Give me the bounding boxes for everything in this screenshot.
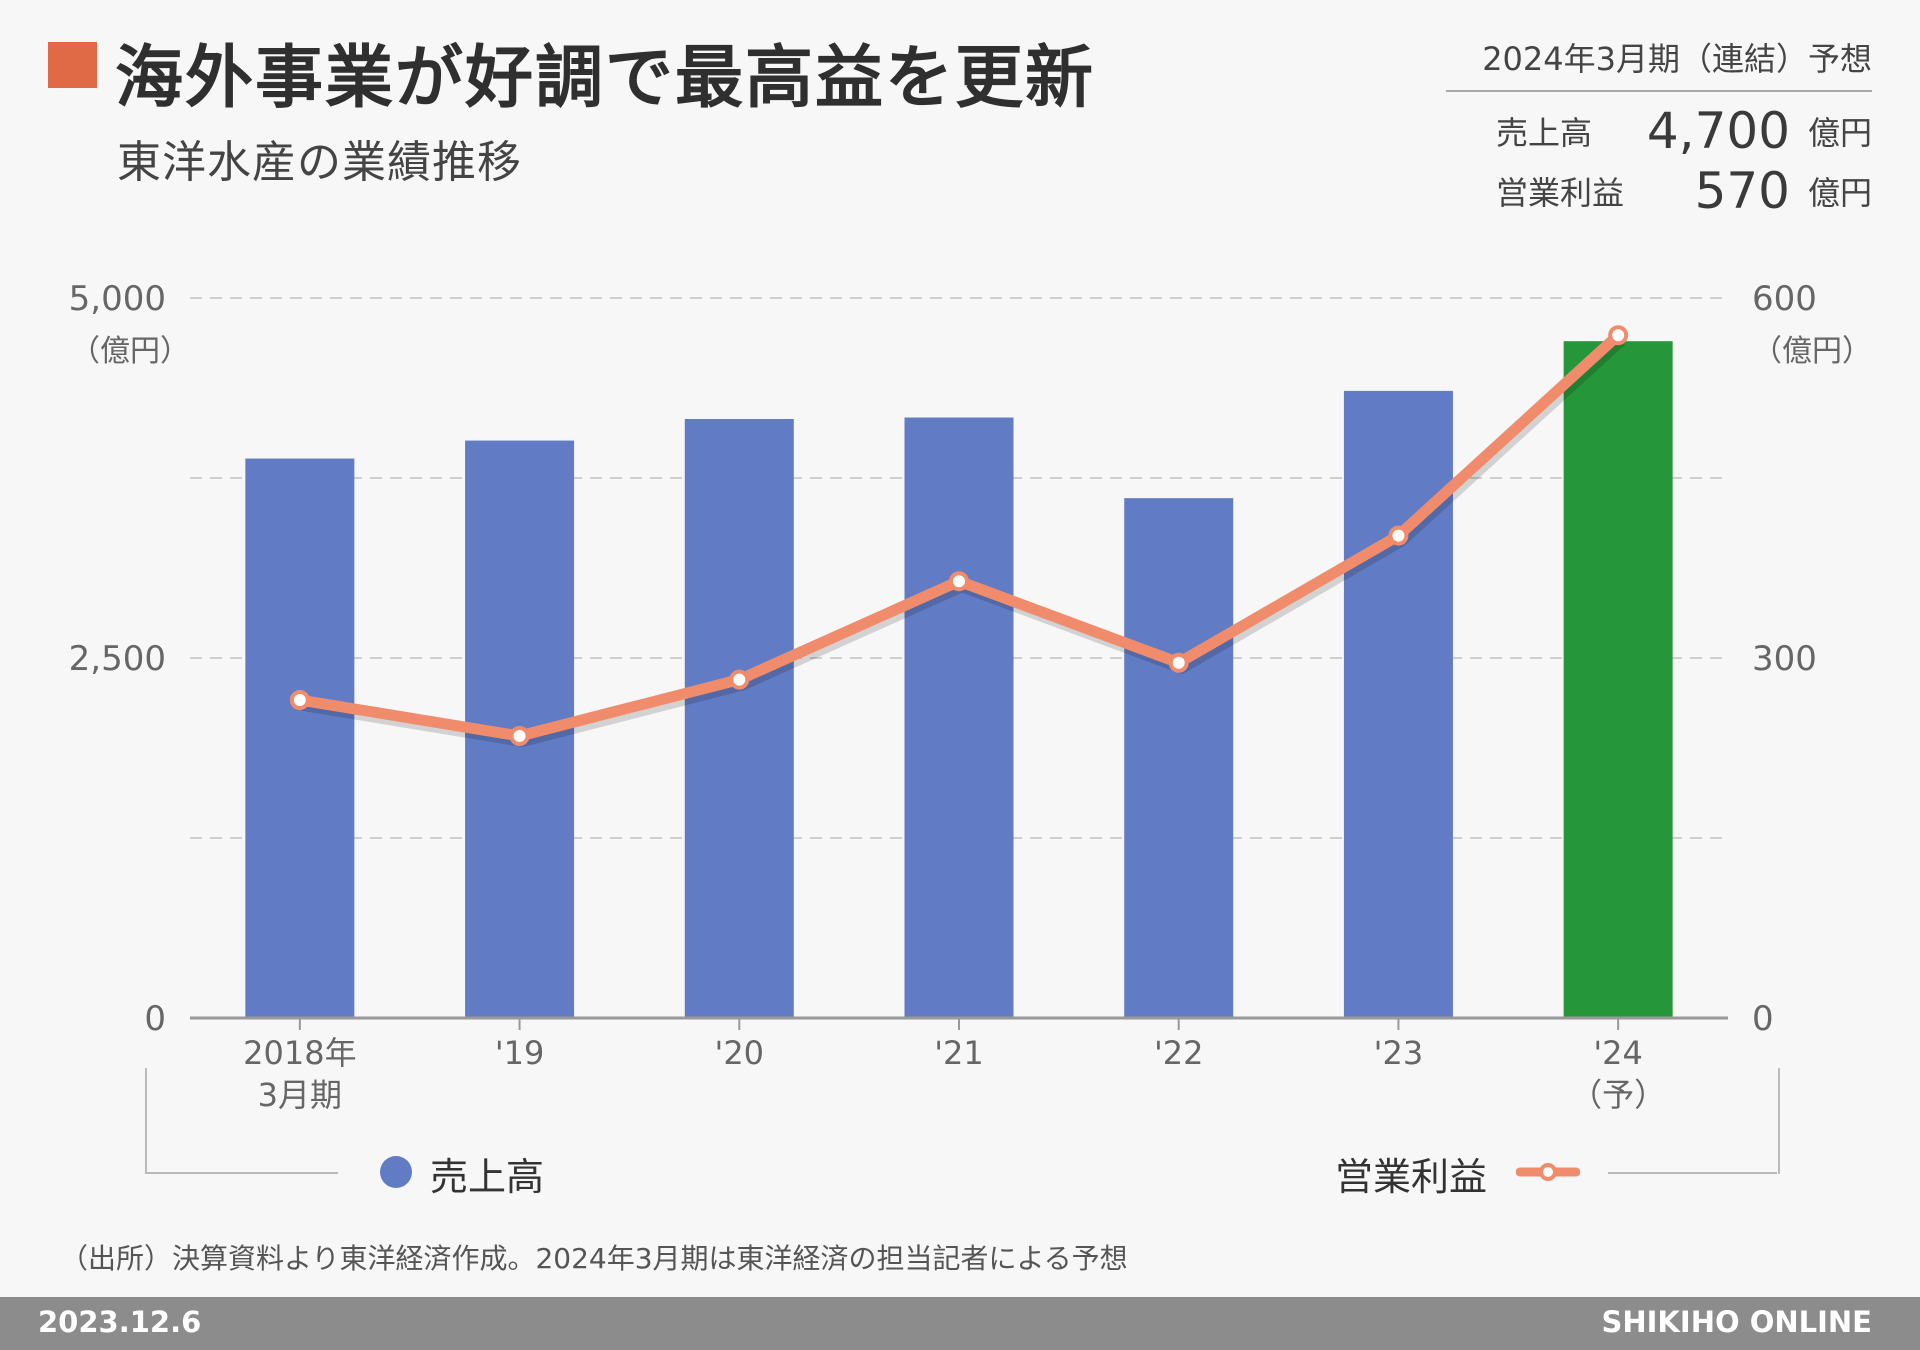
chart-subtitle: 東洋水産の業績推移 xyxy=(117,137,522,188)
y-right-tick-label: 300 xyxy=(1752,639,1817,679)
forecast-profit-value: 570 xyxy=(1694,162,1790,220)
y-right-tick-label: 0 xyxy=(1752,999,1774,1039)
bar-sales xyxy=(684,418,794,1019)
footer-bar: 2023.12.6 SHIKIHO ONLINE xyxy=(0,1297,1920,1350)
forecast-heading: 2024年3月期（連結）予想 xyxy=(1446,34,1872,92)
bar-sales xyxy=(1563,341,1673,1018)
point-profit xyxy=(729,669,750,690)
title-marker xyxy=(48,42,97,88)
footer-brand: SHIKIHO ONLINE xyxy=(1601,1305,1872,1339)
forecast-sales-label: 売上高 xyxy=(1496,114,1593,152)
x-tick-label: '22 xyxy=(1154,1034,1204,1072)
legend-profit-label: 営業利益 xyxy=(1334,1155,1487,1199)
point-profit xyxy=(949,571,969,592)
bar-sales xyxy=(904,417,1014,1018)
point-profit xyxy=(509,726,530,746)
combo-chart: 0 2,500 5,000 （億円） 0 300 600 （億円） 2018年 3月期 '19 '20… xyxy=(69,279,1872,1114)
bar-sales xyxy=(1343,390,1453,1018)
legend-rule-right xyxy=(1608,1172,1777,1174)
x-tick-label: '24 xyxy=(1593,1034,1643,1072)
bar-sales xyxy=(1124,498,1234,1018)
y-right-tick-label: 600 xyxy=(1752,279,1817,319)
footer-date: 2023.12.6 xyxy=(38,1305,202,1339)
y-left-tick-label: 2,500 xyxy=(69,639,166,679)
x-tick-label: （予） xyxy=(1570,1076,1666,1114)
legend-rule-left xyxy=(145,1172,338,1174)
x-tick-label: 2018年 xyxy=(243,1034,356,1072)
legend-profit-swatch xyxy=(1516,1163,1580,1181)
chart-title: 海外事業が好調で最高益を更新 xyxy=(115,39,1096,118)
y-left-tick-label: 5,000 xyxy=(69,279,166,319)
forecast-profit-label: 営業利益 xyxy=(1496,174,1625,212)
legend-sales-swatch xyxy=(380,1156,412,1188)
point-profit xyxy=(1168,652,1189,673)
forecast-profit-unit: 億円 xyxy=(1807,174,1872,212)
x-tick-label: '20 xyxy=(715,1034,765,1072)
point-profit xyxy=(289,690,310,710)
y-right-unit: （億円） xyxy=(1752,334,1872,369)
point-profit xyxy=(1608,325,1629,346)
legend-frame xyxy=(145,1068,1780,1174)
source-note: （出所）決算資料より東洋経済作成。2024年3月期は東洋経済の担当記者による予想 xyxy=(60,1242,1128,1275)
forecast-row-profit: 営業利益 570 億円 xyxy=(1496,160,1872,220)
x-tick-label: '19 xyxy=(495,1034,545,1072)
point-profit xyxy=(1388,525,1409,546)
y-left-tick-label: 0 xyxy=(144,999,166,1039)
y-left-unit: （億円） xyxy=(70,334,190,369)
x-tick-label: '21 xyxy=(934,1034,984,1072)
x-tick-label: 3月期 xyxy=(258,1076,342,1114)
x-tick-label: '23 xyxy=(1374,1034,1424,1072)
forecast-sales-unit: 億円 xyxy=(1807,114,1872,152)
legend-sales-label: 売上高 xyxy=(430,1155,545,1199)
forecast-row-sales: 売上高 4,700 億円 xyxy=(1496,100,1872,160)
forecast-sales-value: 4,700 xyxy=(1646,102,1790,160)
bar-sales xyxy=(245,458,355,1018)
